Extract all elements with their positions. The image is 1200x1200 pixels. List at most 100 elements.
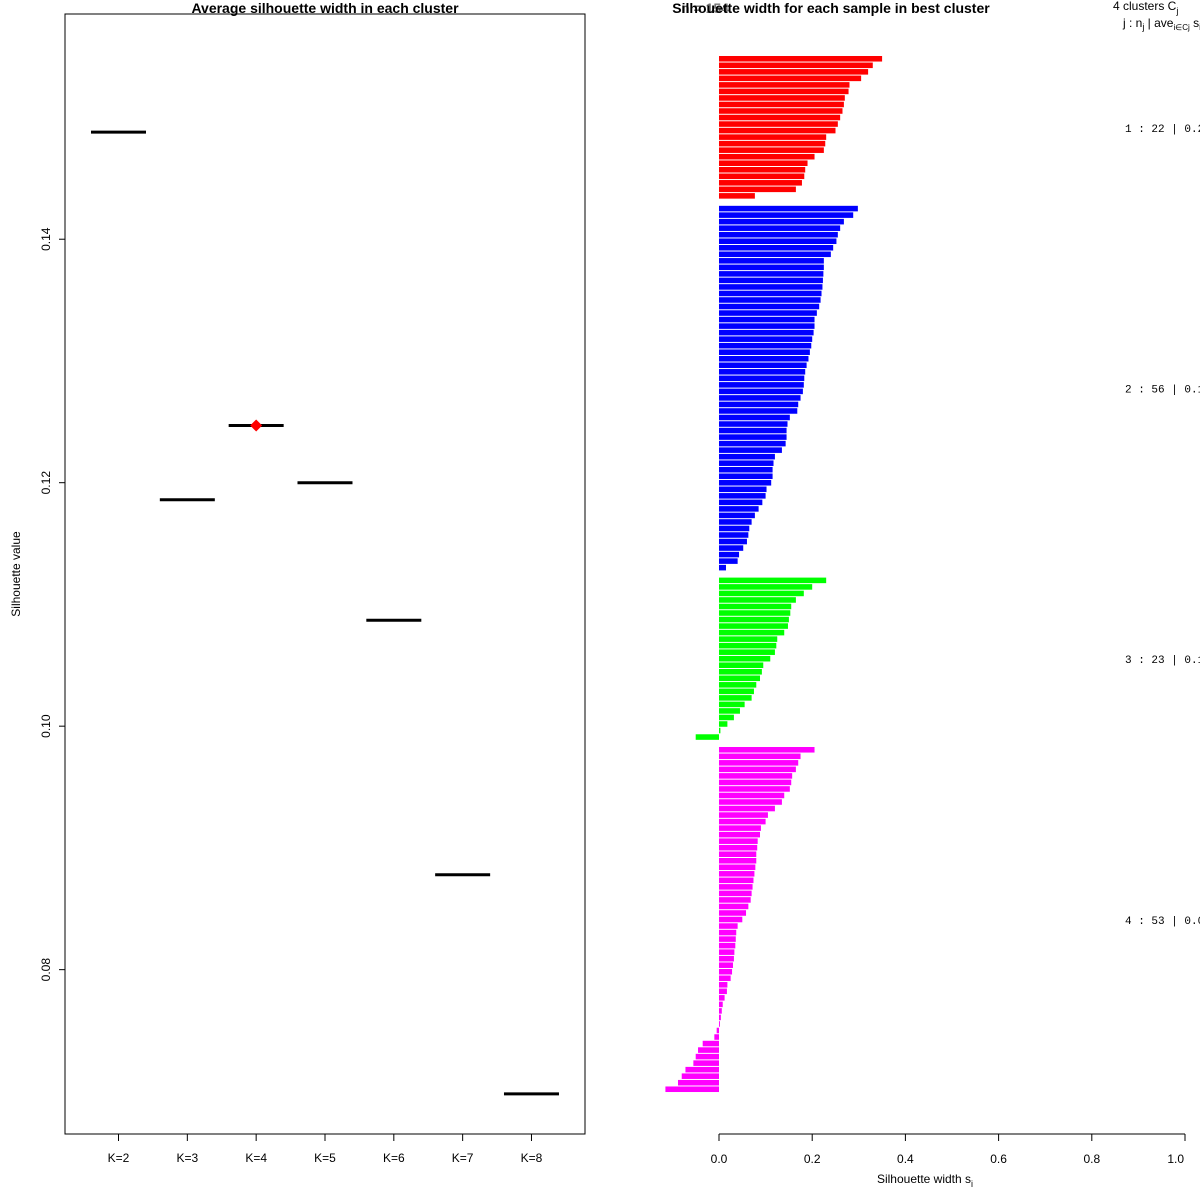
silhouette-bar	[719, 231, 838, 238]
silhouette-bar	[719, 251, 831, 258]
silhouette-bar	[719, 701, 745, 708]
silhouette-bar	[719, 395, 801, 401]
silhouette-bar	[719, 525, 750, 532]
silhouette-bar	[695, 1053, 719, 1060]
silhouette-bar	[719, 95, 845, 101]
left-x-tick-label: K=6	[383, 1151, 405, 1165]
silhouette-bar	[719, 682, 757, 688]
silhouette-bar	[719, 173, 805, 180]
cluster-summary-label: 1 : 22 | 0.24	[1125, 124, 1200, 136]
silhouette-bar	[719, 434, 787, 440]
silhouette-bar	[719, 440, 786, 447]
left-y-axis-label: Silhouette value	[9, 531, 23, 617]
silhouette-bar	[719, 844, 758, 851]
silhouette-bar	[719, 244, 834, 251]
silhouette-bar	[716, 1027, 719, 1034]
silhouette-bar	[719, 747, 815, 753]
silhouette-bar	[719, 310, 817, 316]
silhouette-bar	[719, 212, 854, 218]
silhouette-bar	[719, 864, 756, 871]
silhouette-bar	[685, 1066, 719, 1073]
silhouette-bar	[719, 792, 785, 799]
right-x-tick-label: 0.4	[897, 1152, 914, 1166]
left-y-tick-label: 0.08	[39, 958, 53, 982]
silhouette-bar	[719, 166, 806, 173]
left-data-marks	[91, 130, 559, 1096]
silhouette-bar	[719, 1008, 722, 1014]
silhouette-bar	[719, 610, 791, 616]
silhouette-bar	[719, 884, 753, 890]
silhouette-bar	[719, 101, 844, 108]
silhouette-bar	[719, 818, 766, 825]
silhouette-bar	[719, 968, 733, 975]
cluster-summary-label: 3 : 23 | 0.11	[1125, 655, 1200, 667]
silhouette-bar	[719, 186, 796, 193]
silhouette-bar	[719, 134, 827, 140]
silhouette-bar	[719, 962, 733, 968]
silhouette-bar	[719, 825, 761, 831]
silhouette-bar	[719, 551, 740, 558]
silhouette-bar	[719, 714, 734, 721]
silhouette-bar	[719, 218, 844, 225]
silhouette-bar	[719, 838, 758, 844]
silhouette-bar	[719, 284, 823, 290]
left-chart-title: Average silhouette width in each cluster	[191, 0, 459, 16]
silhouette-bar	[719, 336, 813, 342]
silhouette-bar	[719, 486, 767, 493]
silhouette-bar	[719, 401, 799, 408]
silhouette-bar	[719, 955, 734, 962]
left-plot-frame	[64, 13, 586, 1135]
silhouette-bar	[719, 160, 808, 167]
silhouette-bar	[719, 799, 782, 805]
silhouette-bar	[719, 512, 755, 519]
silhouette-bar	[719, 577, 827, 584]
silhouette-bar	[719, 805, 775, 812]
silhouette-bar	[719, 695, 752, 701]
silhouette-bar	[719, 193, 755, 199]
silhouette-bar	[719, 851, 757, 858]
silhouette-bar	[719, 480, 772, 486]
cluster-labels: 1 : 22 | 0.24 2 : 56 | 0.16 3 : 23 | 0.11 4…	[1125, 124, 1200, 928]
silhouette-bar	[677, 1079, 719, 1086]
best-k-marker	[250, 419, 263, 432]
silhouette-bar	[719, 519, 752, 525]
cluster-summary-label: 4 : 53 | 0.04	[1125, 916, 1200, 928]
silhouette-bar	[719, 323, 815, 329]
cluster-summary-label: 2 : 56 | 0.16	[1125, 385, 1200, 397]
silhouette-bar	[719, 88, 849, 95]
silhouette-bar	[719, 75, 862, 82]
silhouette-bar	[719, 316, 815, 323]
silhouette-bar	[695, 734, 719, 740]
silhouette-bar	[719, 584, 813, 590]
silhouette-bar	[719, 538, 747, 545]
silhouette-bar	[719, 903, 749, 910]
silhouette-bar	[719, 362, 807, 369]
silhouette-bar	[719, 916, 743, 923]
silhouette-bar	[719, 982, 728, 988]
left-x-tick-label: K=8	[521, 1151, 543, 1165]
silhouette-bar	[719, 225, 841, 231]
left-y-tick-label: 0.12	[39, 471, 53, 495]
silhouette-bar	[719, 205, 858, 212]
silhouette-bar	[719, 812, 768, 818]
left-x-tick-label: K=7	[452, 1151, 474, 1165]
silhouette-bar	[693, 1060, 719, 1066]
silhouette-bar	[719, 493, 766, 499]
silhouette-bar	[719, 277, 823, 284]
silhouette-bar	[719, 349, 810, 355]
silhouette-bar	[698, 1047, 719, 1053]
silhouette-bar	[719, 258, 824, 264]
silhouette-bar	[719, 623, 788, 629]
silhouette-bar	[702, 1040, 719, 1047]
left-x-tick-label: K=3	[176, 1151, 198, 1165]
right-title-overlap-fragment: n = 154	[681, 0, 729, 16]
silhouette-bar	[719, 121, 838, 127]
silhouette-bar	[719, 975, 731, 982]
silhouette-bar	[719, 629, 785, 636]
silhouette-bar	[719, 329, 814, 336]
right-x-tick-label: 0.6	[990, 1152, 1007, 1166]
silhouette-bar	[719, 408, 798, 414]
left-x-tick-label: K=4	[245, 1151, 267, 1165]
silhouette-bar	[719, 108, 843, 114]
right-chart-title: Silhouette width for each sample in best…	[672, 0, 990, 16]
